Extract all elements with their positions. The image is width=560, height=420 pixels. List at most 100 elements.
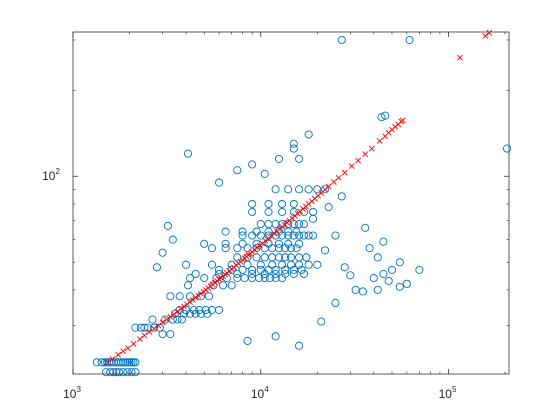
data-point-circle [289, 139, 298, 148]
data-point-circle [381, 111, 390, 120]
data-point-circle [365, 244, 374, 253]
data-point-cross [325, 183, 332, 190]
data-point-circle [302, 253, 311, 262]
data-point-circle [127, 358, 136, 367]
data-point-cross [130, 340, 137, 347]
data-point-circle [191, 269, 200, 278]
data-point-cross [330, 179, 337, 185]
data-point-circle [271, 274, 280, 283]
data-point-circle [340, 263, 349, 272]
data-point-circle [278, 260, 287, 269]
data-point-circle [127, 368, 136, 377]
data-point-circle [284, 227, 293, 236]
data-point-circle [252, 253, 261, 262]
data-point-circle [373, 253, 382, 262]
data-point-circle [248, 265, 257, 274]
data-point-circle [243, 336, 252, 345]
data-point-cross [192, 294, 199, 301]
data-point-circle [295, 231, 304, 240]
data-point-circle [361, 223, 370, 232]
data-point-circle [177, 315, 186, 324]
data-point-circle [131, 358, 140, 367]
data-point-circle [379, 269, 388, 278]
data-point-circle [299, 231, 309, 240]
data-point-cross [187, 299, 193, 305]
data-point-circle [346, 271, 355, 280]
data-point-circle [281, 253, 290, 262]
data-point-circle [158, 330, 167, 339]
data-point-circle [271, 220, 280, 229]
data-point-circle [238, 231, 247, 240]
data-point-circle [248, 199, 257, 208]
data-point-circle [185, 292, 195, 301]
data-point-circle [284, 239, 293, 248]
data-point-circle [268, 260, 277, 269]
data-point-cross [335, 174, 342, 181]
data-point-circle [379, 237, 388, 246]
data-point-circle [140, 323, 149, 332]
data-point-circle [248, 160, 257, 169]
data-point-cross [163, 316, 170, 323]
data-point-circle [152, 263, 162, 272]
data-point-circle [166, 292, 175, 301]
data-point-cross [109, 356, 116, 362]
data-point-circle [295, 185, 304, 194]
data-point-cross [181, 303, 187, 310]
data-point-circle [502, 144, 512, 153]
data-point-circle [331, 298, 340, 308]
data-point-circle [299, 220, 309, 229]
data-point-circle [278, 199, 287, 208]
data-point-circle [289, 269, 298, 278]
data-point-circle [304, 260, 313, 269]
data-point-circle [292, 244, 301, 253]
data-point-circle [200, 239, 209, 248]
data-point-circle [320, 246, 330, 255]
data-point-circle [195, 305, 204, 315]
data-point-circle [175, 292, 184, 301]
data-point-circle [271, 185, 280, 194]
data-point-cross [120, 348, 127, 355]
data-point-circle [265, 274, 275, 283]
data-point-circle [149, 323, 159, 332]
data-point-cross [171, 311, 177, 318]
data-point-circle [358, 287, 367, 296]
data-point-circle [121, 358, 130, 367]
data-point-circle [295, 220, 304, 229]
data-point-circle [260, 169, 269, 178]
data-point-circle [281, 269, 290, 278]
data-point-cross [174, 308, 181, 315]
data-point-circle [309, 214, 318, 223]
data-point-cross [456, 54, 463, 61]
data-point-circle [221, 227, 230, 236]
data-point-cross [341, 169, 348, 176]
data-point-circle [387, 265, 397, 274]
data-point-circle [264, 239, 273, 248]
data-point-circle [295, 239, 304, 248]
data-point-cross [124, 345, 131, 352]
data-point-circle [233, 166, 242, 175]
data-point-circle [119, 368, 128, 377]
data-point-circle [204, 292, 214, 301]
data-point-circle [331, 231, 340, 240]
data-point-circle [129, 358, 138, 367]
data-point-cross [355, 157, 362, 164]
data-point-circle [264, 207, 273, 216]
minor-ticks [73, 32, 509, 374]
data-point-circle [243, 260, 252, 269]
data-point-circle [184, 149, 193, 158]
data-point-circle [238, 227, 247, 236]
data-point-circle [189, 305, 198, 315]
data-point-circle [233, 269, 242, 278]
data-point-circle [215, 265, 224, 274]
data-point-cross [159, 319, 166, 326]
data-point-circle [114, 358, 123, 367]
data-point-circle [377, 113, 386, 122]
data-point-cross [362, 151, 369, 158]
data-point-circle [148, 315, 157, 324]
data-point-circle [92, 358, 101, 367]
data-point-circle [158, 248, 167, 257]
data-point-circle [278, 274, 287, 283]
data-point-circle [384, 276, 393, 285]
